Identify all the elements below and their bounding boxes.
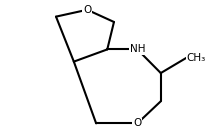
Text: CH₃: CH₃ [186, 53, 206, 63]
Text: O: O [133, 118, 142, 128]
Text: O: O [83, 5, 91, 15]
Text: NH: NH [130, 44, 145, 54]
